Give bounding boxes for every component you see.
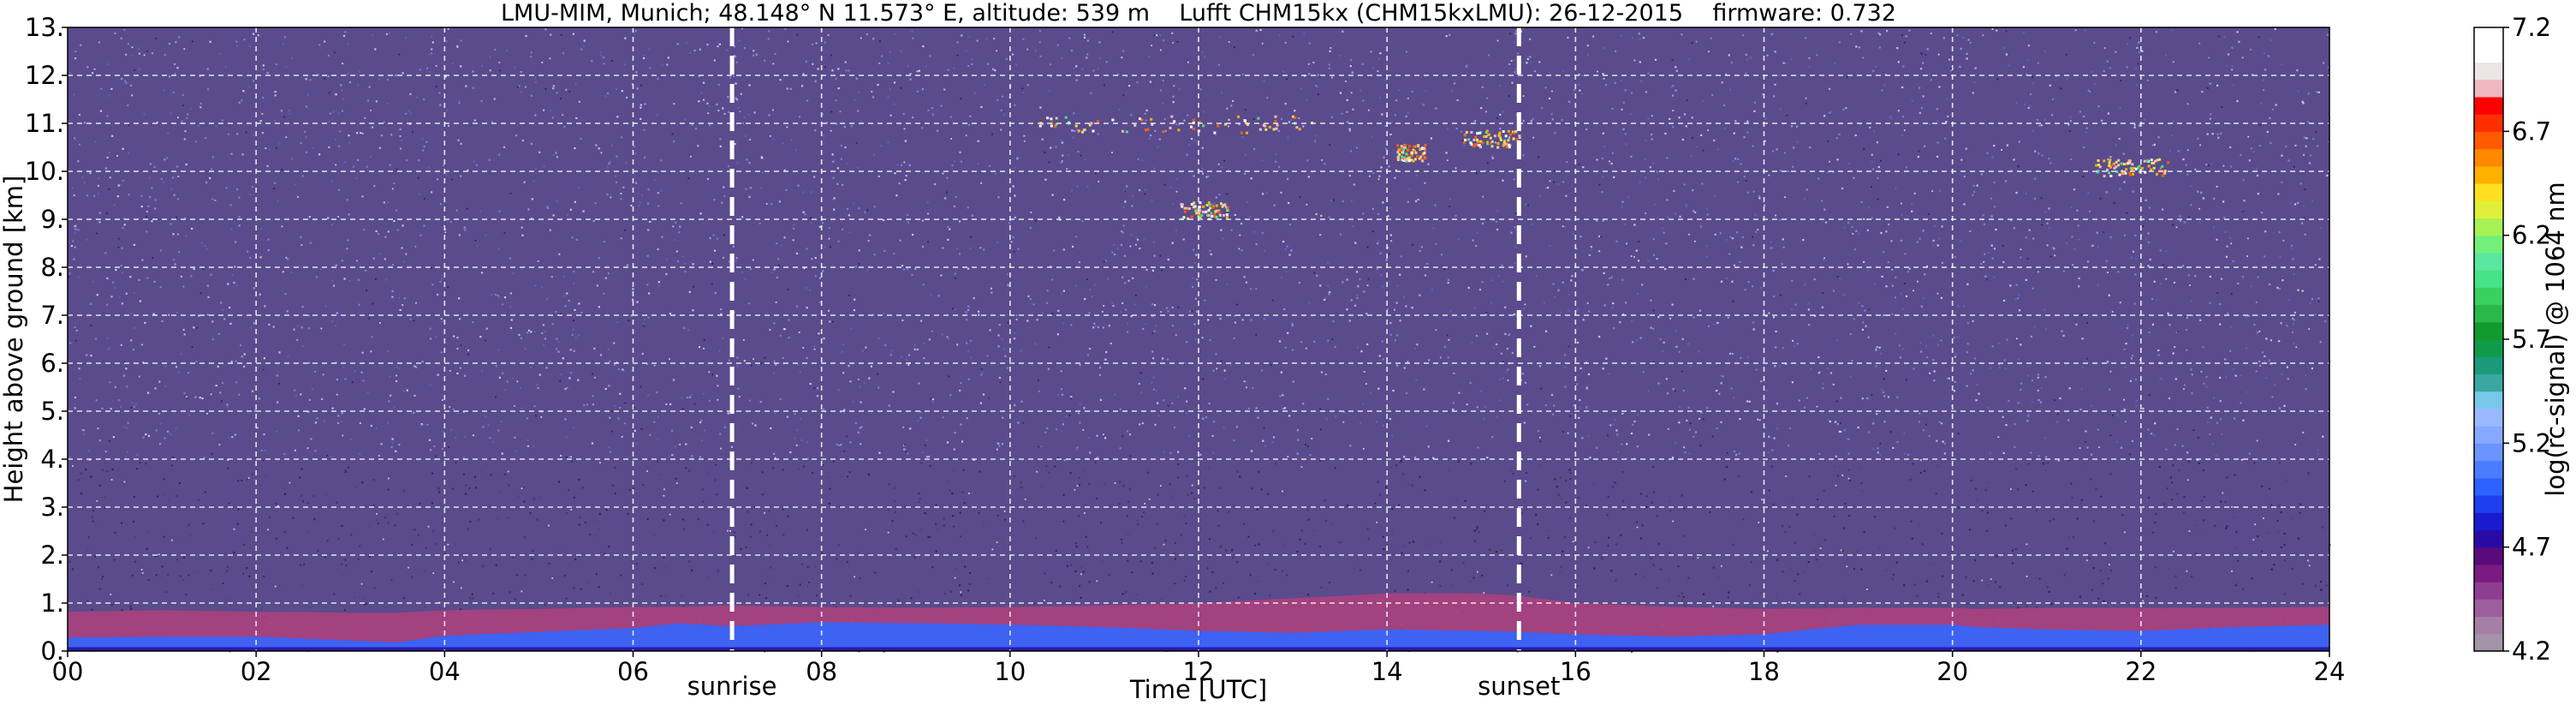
colorbar-segment (2474, 80, 2503, 98)
colorbar-segment (2474, 443, 2503, 461)
colorbar-segment (2474, 253, 2503, 271)
colorbar-segment (2474, 461, 2503, 479)
colorbar-tick-label: 7.2 (2512, 13, 2551, 42)
y-tick-label: 11. (25, 109, 64, 138)
colorbar-segment (2474, 356, 2503, 374)
y-tick-label: 9. (40, 205, 64, 234)
colorbar-tick-label: 6.7 (2512, 117, 2551, 146)
colorbar-segment (2474, 183, 2503, 201)
colorbar-segment (2474, 634, 2503, 652)
colorbar-segment (2474, 305, 2503, 323)
colorbar-segment (2474, 582, 2503, 600)
y-axis-label: Height above ground [km] (0, 176, 28, 504)
colorbar-label: log(rc-signal) @ 1064 nm (2541, 182, 2570, 496)
y-tick-label: 12. (25, 61, 64, 90)
chart-title: LMU-MIM, Munich; 48.148° N 11.573° E, al… (501, 0, 1896, 27)
x-tick-label: 02 (241, 657, 272, 686)
colorbar-segment (2474, 149, 2503, 167)
colorbar-segment (2474, 218, 2503, 236)
y-tick-label: 7. (40, 301, 64, 330)
colorbar-tick-label: 4.2 (2512, 636, 2551, 666)
colorbar-segment (2474, 409, 2503, 427)
y-tick-label: 8. (40, 253, 64, 282)
colorbar-segment (2474, 617, 2503, 635)
x-tick-label: 04 (429, 657, 461, 686)
colorbar-segment (2474, 62, 2503, 80)
y-tick-label: 2. (40, 541, 64, 570)
sunset-label: sunset (1478, 672, 1560, 701)
colorbar-segment (2474, 426, 2503, 444)
colorbar-segment (2474, 166, 2503, 184)
y-tick-label: 10. (25, 157, 64, 186)
colorbar-segment (2474, 478, 2503, 496)
x-tick-label: 18 (1748, 657, 1780, 686)
colorbar-segment (2474, 495, 2503, 513)
x-axis-label: Time [UTC] (1129, 675, 1267, 704)
colorbar-segment (2474, 45, 2503, 63)
colorbar-segment (2474, 27, 2503, 45)
y-tick-label: 6. (40, 349, 64, 378)
x-tick-label: 14 (1371, 657, 1403, 686)
sunrise-label: sunrise (687, 672, 777, 701)
y-tick-label: 0. (40, 636, 64, 666)
y-tick-label: 1. (40, 589, 64, 618)
x-tick-label: 10 (994, 657, 1026, 686)
colorbar-segment (2474, 529, 2503, 547)
colorbar-segment (2474, 512, 2503, 530)
colorbar-segment (2474, 270, 2503, 288)
colorbar-segment (2474, 114, 2503, 132)
x-tick-label: 20 (1936, 657, 1968, 686)
colorbar-segment (2474, 287, 2503, 305)
colorbar-segment (2474, 200, 2503, 218)
colorbar-segment (2474, 131, 2503, 149)
x-tick-label: 24 (2314, 657, 2346, 686)
colorbar-segment (2474, 547, 2503, 565)
colorbar-segment (2474, 565, 2503, 583)
colorbar-tick-label: 4.7 (2512, 533, 2551, 562)
y-tick-label: 5. (40, 397, 64, 426)
colorbar-segment (2474, 339, 2503, 357)
colorbar-segment (2474, 236, 2503, 254)
x-tick-label: 06 (617, 657, 649, 686)
y-tick-label: 13. (25, 13, 64, 42)
colorbar-segment (2474, 322, 2503, 340)
colorbar (2474, 27, 2503, 652)
y-tick-label: 3. (40, 493, 64, 522)
x-tick-label: 08 (806, 657, 837, 686)
x-tick-label: 22 (2125, 657, 2157, 686)
colorbar-segment (2474, 599, 2503, 617)
x-tick-label: 16 (1560, 657, 1591, 686)
colorbar-segment (2474, 97, 2503, 115)
colorbar-segment (2474, 373, 2503, 391)
y-axis-ticks: 0. 1. 2. 3. 4. 5. 6. 7. 8. 9. 10. 11. 12. 13. (25, 13, 68, 666)
y-tick-label: 4. (40, 445, 64, 474)
colorbar-segment (2474, 391, 2503, 409)
